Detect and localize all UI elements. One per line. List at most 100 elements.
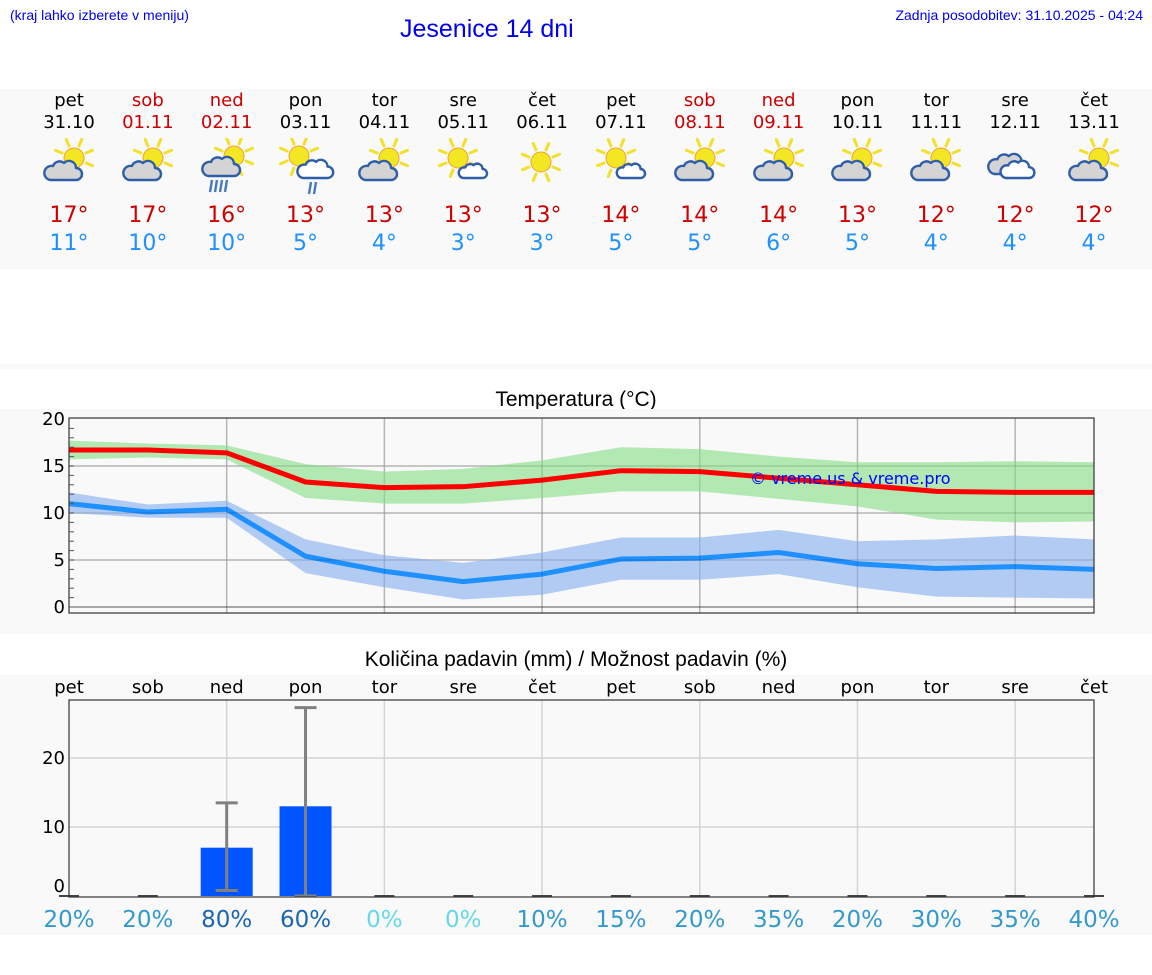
day-name: ned	[209, 90, 244, 111]
temp-max: 13°	[443, 203, 483, 228]
x-day-label: pon	[841, 677, 875, 698]
day-date: 05.11	[437, 112, 489, 133]
x-day-label: sob	[132, 677, 164, 698]
temperature-chart: 0 5 10 15 20 © vreme.us & vreme.pro	[42, 409, 1095, 618]
day-date: 04.11	[358, 112, 411, 133]
temp-min: 5°	[687, 231, 713, 256]
temp-max: 13°	[286, 203, 326, 228]
y-tick-label: 15	[42, 456, 65, 477]
precip-probability: 20%	[43, 907, 94, 933]
day-date: 07.11	[595, 112, 647, 133]
divider	[0, 364, 1152, 369]
y-tick-label: 5	[54, 550, 65, 571]
y-tick-label: 10	[42, 817, 65, 838]
day-date: 12.11	[989, 112, 1041, 133]
precip-probability: 0%	[366, 907, 403, 933]
temp-max: 14°	[680, 203, 720, 228]
day-date: 01.11	[122, 112, 174, 133]
y-tick-label: 20	[42, 409, 65, 430]
x-day-label: čet	[1080, 677, 1108, 698]
sun-cloud-light-rain-icon	[267, 136, 345, 198]
day-column: sob 08.11 14° 5°	[661, 89, 739, 258]
temp-max: 12°	[916, 203, 956, 228]
x-day-label: ned	[762, 677, 796, 698]
partly-cloudy-icon	[345, 136, 423, 198]
temp-max: 17°	[49, 203, 89, 228]
daily-forecast: pet 31.10 17° 11° sob 01.11 17° 10° ned …	[0, 89, 1152, 269]
partly-cloudy-icon	[818, 136, 896, 198]
temp-min: 10°	[128, 231, 168, 256]
temp-max: 13°	[364, 203, 404, 228]
day-column: pet 31.10 17° 11°	[30, 89, 108, 258]
temperature-chart-title: Temperatura (°C)	[495, 388, 657, 411]
day-date: 09.11	[752, 112, 805, 133]
day-column: pet 07.11 14° 5°	[582, 89, 660, 258]
y-tick-label: 0	[54, 597, 65, 618]
mostly-sunny-icon	[424, 136, 502, 198]
x-day-label: pon	[289, 677, 323, 698]
day-column: tor 11.11 12° 4°	[897, 89, 975, 258]
day-column: čet 13.11 12° 4°	[1055, 89, 1133, 258]
partly-cloudy-icon	[30, 136, 108, 198]
temp-max: 17°	[128, 203, 168, 228]
temp-min: 3°	[450, 231, 476, 256]
temp-max: 16°	[207, 203, 247, 228]
day-name: sob	[683, 90, 716, 111]
day-date: 11.11	[910, 112, 963, 133]
precipitation-chart: 0 10 20 pet sob ned pon tor sre čet pet sob ned pon to…	[42, 677, 1119, 933]
day-date: 03.11	[279, 112, 332, 133]
temp-min: 11°	[49, 231, 89, 256]
partly-cloudy-icon	[661, 136, 739, 198]
day-column: tor 04.11 13° 4°	[345, 89, 423, 258]
last-updated: Zadnja posodobitev: 31.10.2025 - 04:24	[895, 7, 1143, 23]
day-name: pon	[288, 90, 323, 111]
x-day-label: sre	[449, 677, 476, 698]
precip-probability: 0%	[445, 907, 482, 933]
x-day-label: čet	[528, 677, 556, 698]
x-day-label: sre	[1001, 677, 1028, 698]
partly-cloudy-icon	[740, 136, 818, 198]
x-day-label: tor	[924, 677, 950, 698]
day-name: sre	[449, 90, 477, 111]
temp-max: 14°	[759, 203, 799, 228]
watermark: © vreme.us & vreme.pro	[750, 469, 951, 488]
y-tick-label: 10	[42, 503, 65, 524]
partly-cloudy-icon	[109, 136, 187, 198]
precip-probability: 35%	[753, 907, 804, 933]
day-column: ned 09.11 14° 6°	[740, 89, 818, 258]
day-column: pon 03.11 13° 5°	[267, 89, 345, 258]
day-date: 13.11	[1068, 112, 1120, 133]
daily-forecast-band	[0, 89, 1152, 269]
day-column: sre 05.11 13° 3°	[424, 89, 502, 258]
mostly-sunny-icon	[582, 136, 660, 198]
temp-max: 12°	[1074, 203, 1114, 228]
day-column: ned 02.11 16° 10°	[188, 89, 266, 258]
day-name: pet	[606, 90, 636, 111]
temp-min: 5°	[844, 231, 870, 256]
precip-probability: 10%	[517, 907, 568, 933]
day-date: 06.11	[516, 112, 568, 133]
precip-probability: 30%	[911, 907, 962, 933]
precip-probability: 20%	[122, 907, 173, 933]
temp-min: 10°	[207, 231, 247, 256]
partly-cloudy-icon	[1055, 136, 1133, 198]
page-title: Jesenice 14 dni	[400, 15, 574, 43]
day-date: 10.11	[831, 112, 884, 133]
day-date: 08.11	[674, 112, 726, 133]
temp-max: 13°	[837, 203, 877, 228]
temp-min: 5°	[608, 231, 634, 256]
temp-min: 4°	[1081, 231, 1107, 256]
x-day-label: ned	[210, 677, 244, 698]
day-name: čet	[1079, 90, 1109, 111]
y-tick-label: 0	[54, 876, 65, 897]
temp-max: 12°	[995, 203, 1035, 228]
overcast-icon	[976, 136, 1054, 198]
day-name: pet	[54, 90, 84, 111]
x-day-label: pet	[606, 677, 636, 698]
x-day-label: sob	[684, 677, 716, 698]
precip-probability: 15%	[595, 907, 646, 933]
precip-probability: 40%	[1068, 907, 1119, 933]
day-name: tor	[923, 90, 950, 111]
day-column: čet 06.11 13° 3°	[503, 89, 581, 258]
temp-min: 4°	[1002, 231, 1028, 256]
